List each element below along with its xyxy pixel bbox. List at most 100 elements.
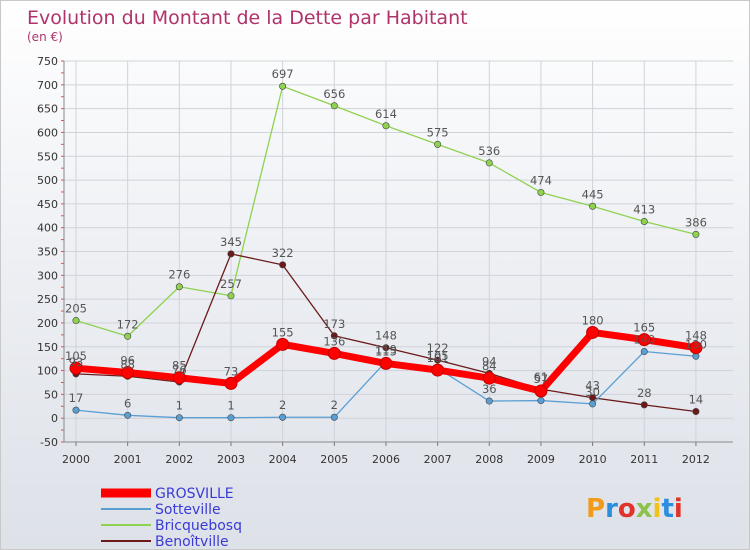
x-tick-label: 2002 — [165, 453, 193, 466]
x-tick-label: 2001 — [114, 453, 142, 466]
y-tick-label: 700 — [37, 79, 58, 92]
data-point-sotteville — [72, 406, 80, 414]
data-label: 536 — [478, 144, 500, 158]
data-label: 165 — [633, 321, 655, 335]
data-label: 445 — [582, 187, 604, 201]
data-label: 115 — [375, 344, 397, 358]
data-point-sotteville — [124, 411, 132, 419]
y-tick-label: 300 — [37, 269, 58, 282]
logo-letter: P — [586, 494, 605, 524]
data-label: 172 — [117, 317, 139, 331]
data-point-bricquebosq — [434, 140, 442, 148]
data-label: 140 — [633, 333, 655, 347]
data-label: 257 — [220, 277, 242, 291]
legend: GROSVILLESottevilleBricquebosqBenoîtvill… — [101, 486, 242, 549]
data-label: 148 — [375, 329, 397, 343]
y-tick-label: -50 — [40, 436, 58, 449]
data-label: 155 — [272, 325, 294, 339]
data-label: 85 — [172, 359, 187, 373]
x-tick-label: 2012 — [682, 453, 710, 466]
y-tick-label: 500 — [37, 174, 58, 187]
data-point-bricquebosq — [279, 82, 287, 90]
data-point-bricquebosq — [692, 230, 700, 238]
data-label: 14 — [689, 393, 704, 407]
data-point-sotteville — [279, 413, 287, 421]
x-tick-label: 2011 — [630, 453, 658, 466]
data-point-grosville — [637, 333, 651, 347]
data-label: 76 — [172, 363, 187, 377]
data-point-grosville — [224, 376, 238, 390]
data-point-grosville — [121, 365, 135, 379]
x-tick-label: 2000 — [62, 453, 90, 466]
data-point-bricquebosq — [330, 102, 338, 110]
data-label: 474 — [530, 173, 552, 187]
data-label: 136 — [323, 334, 345, 348]
data-point-sotteville — [227, 414, 235, 422]
data-point-grosville — [689, 341, 703, 355]
data-point-beno-tville — [330, 332, 338, 340]
data-point-beno-tville — [279, 261, 287, 269]
data-point-grosville — [69, 361, 83, 375]
y-tick-label: 100 — [37, 365, 58, 378]
data-point-sotteville — [640, 348, 648, 356]
data-label: 173 — [323, 317, 345, 331]
data-label: 73 — [224, 364, 239, 378]
data-label: 2 — [331, 398, 338, 412]
data-point-bricquebosq — [382, 122, 390, 130]
proxiti-logo: Proxiti — [586, 494, 683, 524]
data-label: 2 — [279, 398, 286, 412]
y-tick-label: 50 — [44, 388, 58, 401]
y-tick-label: 250 — [37, 293, 58, 306]
chart-subtitle: (en €) — [27, 30, 63, 44]
data-label: 61 — [534, 370, 549, 384]
logo-letter: t — [661, 494, 673, 524]
data-point-grosville — [379, 356, 393, 370]
x-tick-label: 2003 — [217, 453, 245, 466]
data-label: 413 — [633, 202, 655, 216]
series-layer — [69, 82, 703, 422]
y-tick-label: 350 — [37, 246, 58, 259]
data-point-bricquebosq — [124, 332, 132, 340]
data-label: 180 — [582, 313, 604, 327]
data-point-grosville — [534, 384, 548, 398]
data-label: 96 — [120, 353, 135, 367]
data-label: 36 — [482, 382, 497, 396]
logo-letter: o — [618, 494, 636, 524]
data-label: 614 — [375, 107, 397, 121]
legend-entry: Bricquebosq — [155, 518, 242, 534]
data-label: 94 — [482, 354, 497, 368]
data-point-bricquebosq — [537, 188, 545, 196]
y-tick-label: 450 — [37, 198, 58, 211]
y-tick-label: 200 — [37, 317, 58, 330]
data-label: 386 — [685, 215, 707, 229]
data-point-bricquebosq — [227, 292, 235, 300]
data-point-sotteville — [485, 397, 493, 405]
data-label: 84 — [482, 359, 497, 373]
y-tick-label: 400 — [37, 222, 58, 235]
series-grosville — [69, 325, 703, 398]
x-tick-label: 2007 — [424, 453, 452, 466]
data-label: 101 — [427, 351, 449, 365]
x-tick-label: 2009 — [527, 453, 555, 466]
data-label: 93 — [69, 355, 84, 369]
y-tick-label: 550 — [37, 150, 58, 163]
data-point-bricquebosq — [485, 159, 493, 167]
data-label: 148 — [685, 329, 707, 343]
data-label: 122 — [427, 341, 449, 355]
data-label: 43 — [585, 379, 600, 393]
y-tick-label: 600 — [37, 126, 58, 139]
y-tick-label: 0 — [51, 412, 58, 425]
data-point-grosville — [586, 325, 600, 339]
data-label: 57 — [534, 372, 549, 386]
logo-letter: i — [653, 494, 662, 524]
chart-title: Evolution du Montant de la Dette par Hab… — [27, 7, 468, 29]
data-label: 6 — [124, 396, 131, 410]
data-point-sotteville — [589, 400, 597, 408]
data-label: 105 — [65, 349, 87, 363]
data-point-grosville — [327, 346, 341, 360]
grid — [64, 60, 733, 443]
data-label: 656 — [323, 87, 345, 101]
data-label: 30 — [585, 385, 600, 399]
